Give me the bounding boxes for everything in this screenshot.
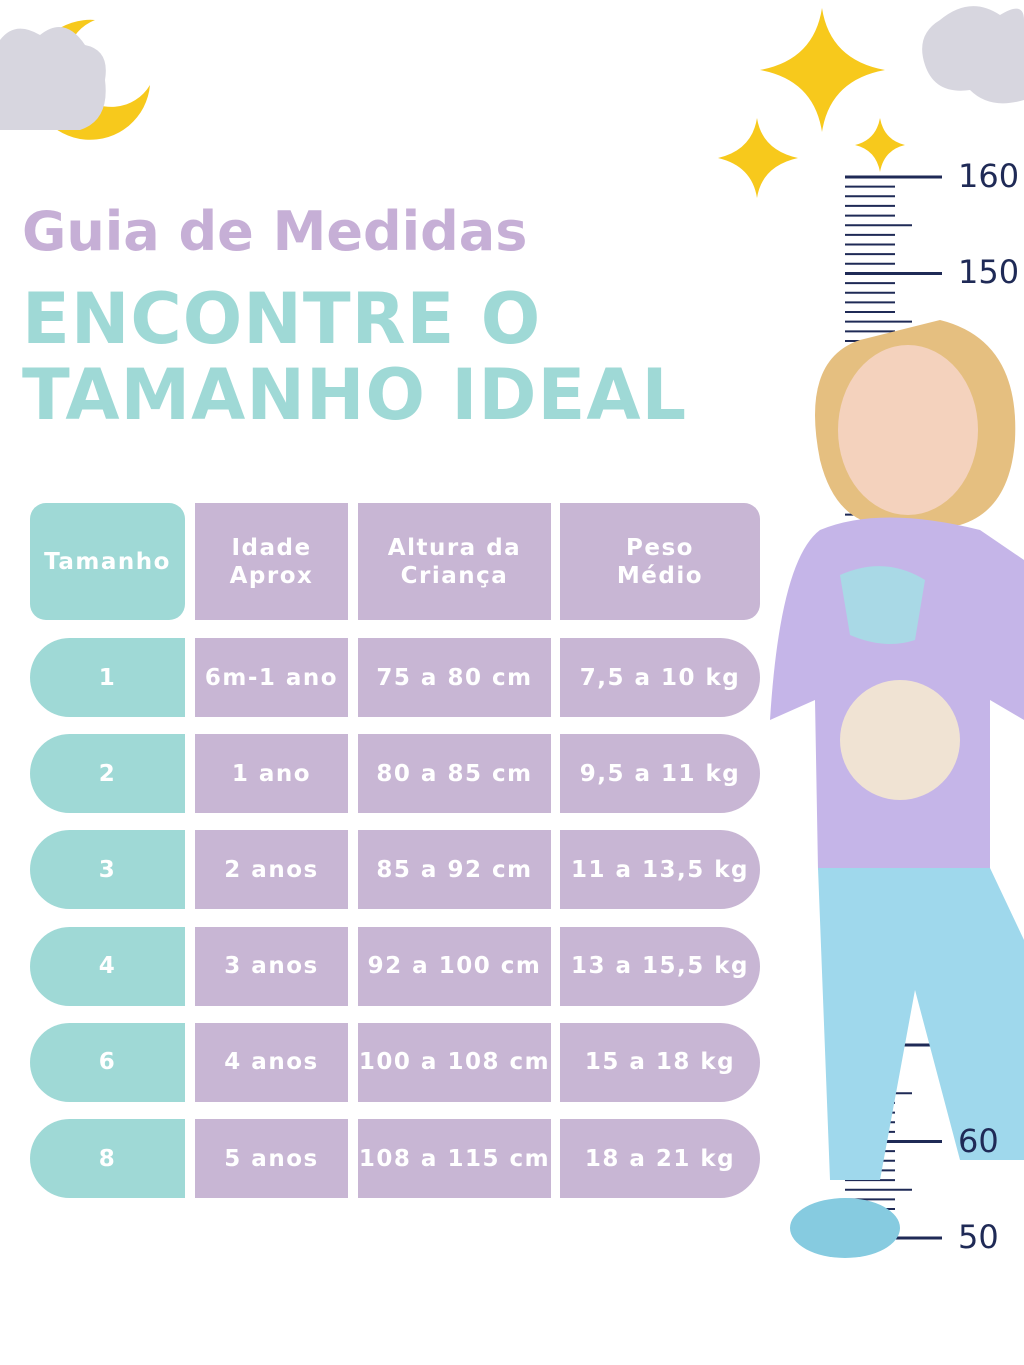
table-cell: 3 anos [195, 926, 348, 1006]
table-cell: 2 anos [195, 830, 348, 910]
star [760, 8, 885, 132]
table-cell: 6 [30, 1022, 185, 1102]
table-cell: 13 a 15,5 kg [560, 926, 760, 1006]
table-cell: 100 a 108 cm [358, 1022, 551, 1102]
header-text: Peso [626, 534, 694, 561]
title-line: TAMANHO IDEAL [22, 354, 688, 436]
table-cell: 108 a 115 cm [358, 1119, 551, 1198]
star [718, 118, 798, 198]
ruler-label: 50 [958, 1218, 999, 1256]
table-cell: 8 [30, 1119, 185, 1198]
table-cell: 92 a 100 cm [358, 926, 551, 1006]
header-text: Criança [400, 562, 509, 589]
table-cell: 7,5 a 10 kg [560, 638, 760, 717]
header-cell: Altura da Criança [358, 503, 551, 620]
header-text: Idade [231, 534, 312, 561]
header-cell: Peso Médio [560, 503, 760, 620]
table-cell: 1 ano [195, 734, 348, 814]
table-cell: 4 anos [195, 1022, 348, 1102]
header-text: Altura da [387, 534, 522, 561]
table-cell: 75 a 80 cm [358, 638, 551, 717]
header-cell: Idade Aprox [195, 503, 348, 620]
table-cell: 5 anos [195, 1119, 348, 1198]
subtitle: Guia de Medidas [22, 200, 528, 263]
ruler-label: 60 [958, 1122, 999, 1160]
header-text: Aprox [229, 562, 314, 589]
table-cell: 2 [30, 734, 185, 814]
table-cell: 3 [30, 830, 185, 910]
table-cell: 18 a 21 kg [560, 1119, 760, 1198]
star [855, 118, 905, 172]
cloud [922, 6, 1024, 104]
table-cell: 9,5 a 11 kg [560, 734, 760, 814]
table-cell: 85 a 92 cm [358, 830, 551, 910]
table-cell: 4 [30, 926, 185, 1006]
table-cell: 11 a 13,5 kg [560, 830, 760, 910]
table-cell: 6m-1 ano [195, 638, 348, 717]
table-cell: 1 [30, 638, 185, 717]
header-text: Tamanho [44, 548, 171, 575]
title-line: ENCONTRE O [22, 278, 542, 360]
header-cell: Tamanho [30, 503, 185, 620]
ruler-label: 150 [958, 253, 1020, 291]
table-cell: 80 a 85 cm [358, 734, 551, 814]
table-cell: 15 a 18 kg [560, 1022, 760, 1102]
header-text: Médio [616, 562, 704, 589]
cloud [0, 27, 106, 130]
ruler-label: 160 [958, 157, 1020, 195]
child-figure [770, 320, 1024, 1258]
